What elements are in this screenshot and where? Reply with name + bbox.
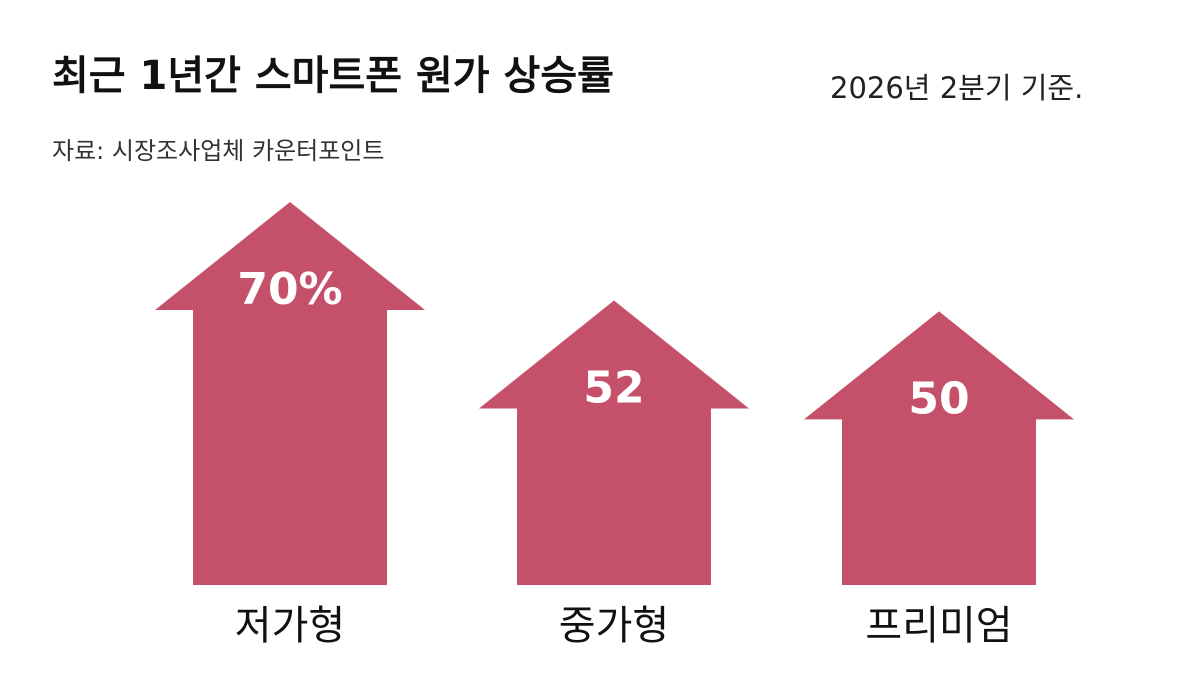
chart-title: 최근 1년간 스마트폰 원가 상승률 (52, 53, 614, 99)
category-label: 저가형 (235, 603, 345, 649)
arrow-bar (479, 300, 749, 585)
arrow-bar (804, 311, 1074, 585)
chart-subtitle: 2026년 2분기 기준. (830, 71, 1083, 105)
value-label: 52 (583, 362, 644, 413)
value-label: 70% (237, 264, 342, 315)
source: 자료: 시장조사업체 카운터포인트 (52, 137, 384, 165)
category-label: 프리미엄 (865, 603, 1012, 649)
category-label: 중가형 (559, 603, 669, 649)
arrow-bar (155, 202, 425, 585)
value-label: 50 (908, 373, 969, 424)
